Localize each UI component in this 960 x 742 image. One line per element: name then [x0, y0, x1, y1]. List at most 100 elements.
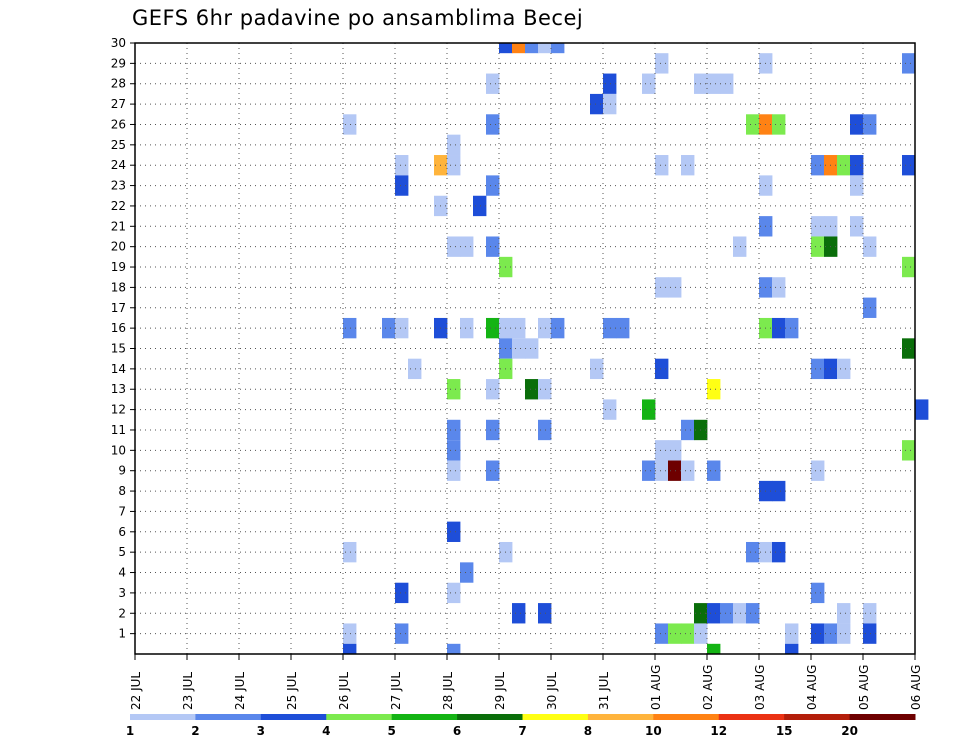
colorbar-label: 15 [776, 724, 793, 738]
heatmap-cell [811, 155, 825, 176]
colorbar-label: 5 [387, 724, 395, 738]
x-tick-label: 24 JUL [233, 672, 247, 710]
heatmap-cell [655, 277, 669, 298]
heatmap-cell [746, 114, 760, 135]
y-tick-label: 29 [111, 56, 126, 70]
y-tick-label: 4 [118, 566, 126, 580]
colorbar-segment [653, 714, 720, 720]
heatmap-cell [538, 43, 552, 54]
colorbar-segment [522, 714, 589, 720]
y-tick-label: 20 [111, 240, 126, 254]
heatmap-cell [447, 440, 461, 461]
heatmap-cell [486, 379, 500, 400]
heatmap-cell [733, 236, 747, 257]
heatmap-cell [785, 623, 799, 644]
colorbar-label: 1 [126, 724, 134, 738]
heatmap-cell [603, 317, 617, 339]
heatmap-cell [655, 440, 669, 461]
y-tick-label: 18 [111, 280, 126, 294]
heatmap-cell [772, 480, 786, 502]
heatmap-cell [343, 317, 357, 339]
colorbar-label: 4 [322, 724, 330, 738]
heatmap-cell [902, 155, 916, 176]
heatmap-cell [902, 338, 916, 359]
y-tick-label: 30 [111, 36, 126, 50]
heatmap-cell [486, 236, 500, 257]
heatmap-cell [551, 43, 565, 54]
colorbar-segment [849, 714, 916, 720]
y-tick-label: 6 [118, 525, 126, 539]
heatmap-cell [603, 399, 617, 420]
heatmap-cell [668, 460, 682, 481]
y-tick-label: 15 [111, 342, 126, 356]
y-tick-label: 25 [111, 138, 126, 152]
heatmap-cell [811, 358, 825, 380]
colorbar-label: 3 [257, 724, 265, 738]
grid-lines [135, 42, 915, 654]
heatmap-cells [343, 43, 929, 654]
y-tick-label: 3 [118, 586, 126, 600]
y-tick-label: 26 [111, 117, 126, 131]
x-tick-label: 03 AUG [753, 665, 767, 710]
heatmap-cell [447, 155, 461, 176]
heatmap-cell [668, 277, 682, 298]
heatmap-cell [447, 460, 461, 481]
y-tick-label: 8 [118, 484, 126, 498]
y-tick-label: 14 [111, 362, 126, 376]
heatmap-cell [486, 114, 500, 135]
y-tick-label: 12 [111, 403, 126, 417]
heatmap-cell [811, 460, 825, 481]
heatmap-cell [655, 53, 669, 74]
heatmap-cell [850, 175, 864, 196]
heatmap-cell [551, 317, 565, 339]
heatmap-cell [447, 236, 461, 257]
y-tick-label: 27 [111, 97, 126, 111]
heatmap-cell [707, 603, 721, 624]
heatmap-cell [772, 114, 786, 135]
colorbar-segment [260, 714, 327, 720]
heatmap-cell [486, 419, 500, 441]
heatmap-cell [512, 43, 526, 54]
heatmap-cell [512, 338, 526, 359]
x-tick-label: 29 JUL [493, 672, 507, 710]
heatmap-cell [525, 379, 539, 400]
heatmap-cell [655, 460, 669, 481]
heatmap-cell [499, 43, 513, 54]
heatmap-cell [811, 216, 825, 237]
colorbar-label: 20 [841, 724, 858, 738]
heatmap-cell [668, 440, 682, 461]
heatmap-cell [447, 521, 461, 542]
heatmap-cell [733, 603, 747, 624]
colorbar-label: 2 [191, 724, 199, 738]
colorbar-label: 7 [518, 724, 526, 738]
heatmap-cell [512, 317, 526, 339]
heatmap-cell [655, 623, 669, 644]
heatmap-cell [850, 216, 864, 237]
heatmap-cell [863, 236, 877, 257]
x-tick-label: 01 AUG [649, 665, 663, 710]
heatmap-cell [603, 73, 617, 94]
y-tick-label: 11 [111, 423, 126, 437]
heatmap-cell [538, 379, 552, 400]
y-tick-label: 16 [111, 321, 126, 335]
heatmap-cell [785, 317, 799, 339]
heatmap-cell [486, 73, 500, 94]
heatmap-cell [850, 155, 864, 176]
heatmap-cell [746, 603, 760, 624]
heatmap-cell [603, 93, 617, 115]
heatmap-cell [616, 317, 630, 339]
heatmap-cell [395, 317, 409, 339]
colorbar-segment [130, 714, 196, 720]
y-tick-label: 10 [111, 443, 126, 457]
heatmap-cell [395, 155, 409, 176]
heatmap-cell [538, 317, 552, 339]
heatmap-cell [538, 603, 552, 624]
x-tick-label: 04 AUG [805, 665, 819, 710]
heatmap-cell [460, 317, 474, 339]
x-tick-label: 06 AUG [909, 665, 923, 710]
heatmap-cell [460, 236, 474, 257]
heatmap-cell [811, 236, 825, 257]
heatmap-cell [772, 317, 786, 339]
y-tick-label: 7 [118, 504, 126, 518]
